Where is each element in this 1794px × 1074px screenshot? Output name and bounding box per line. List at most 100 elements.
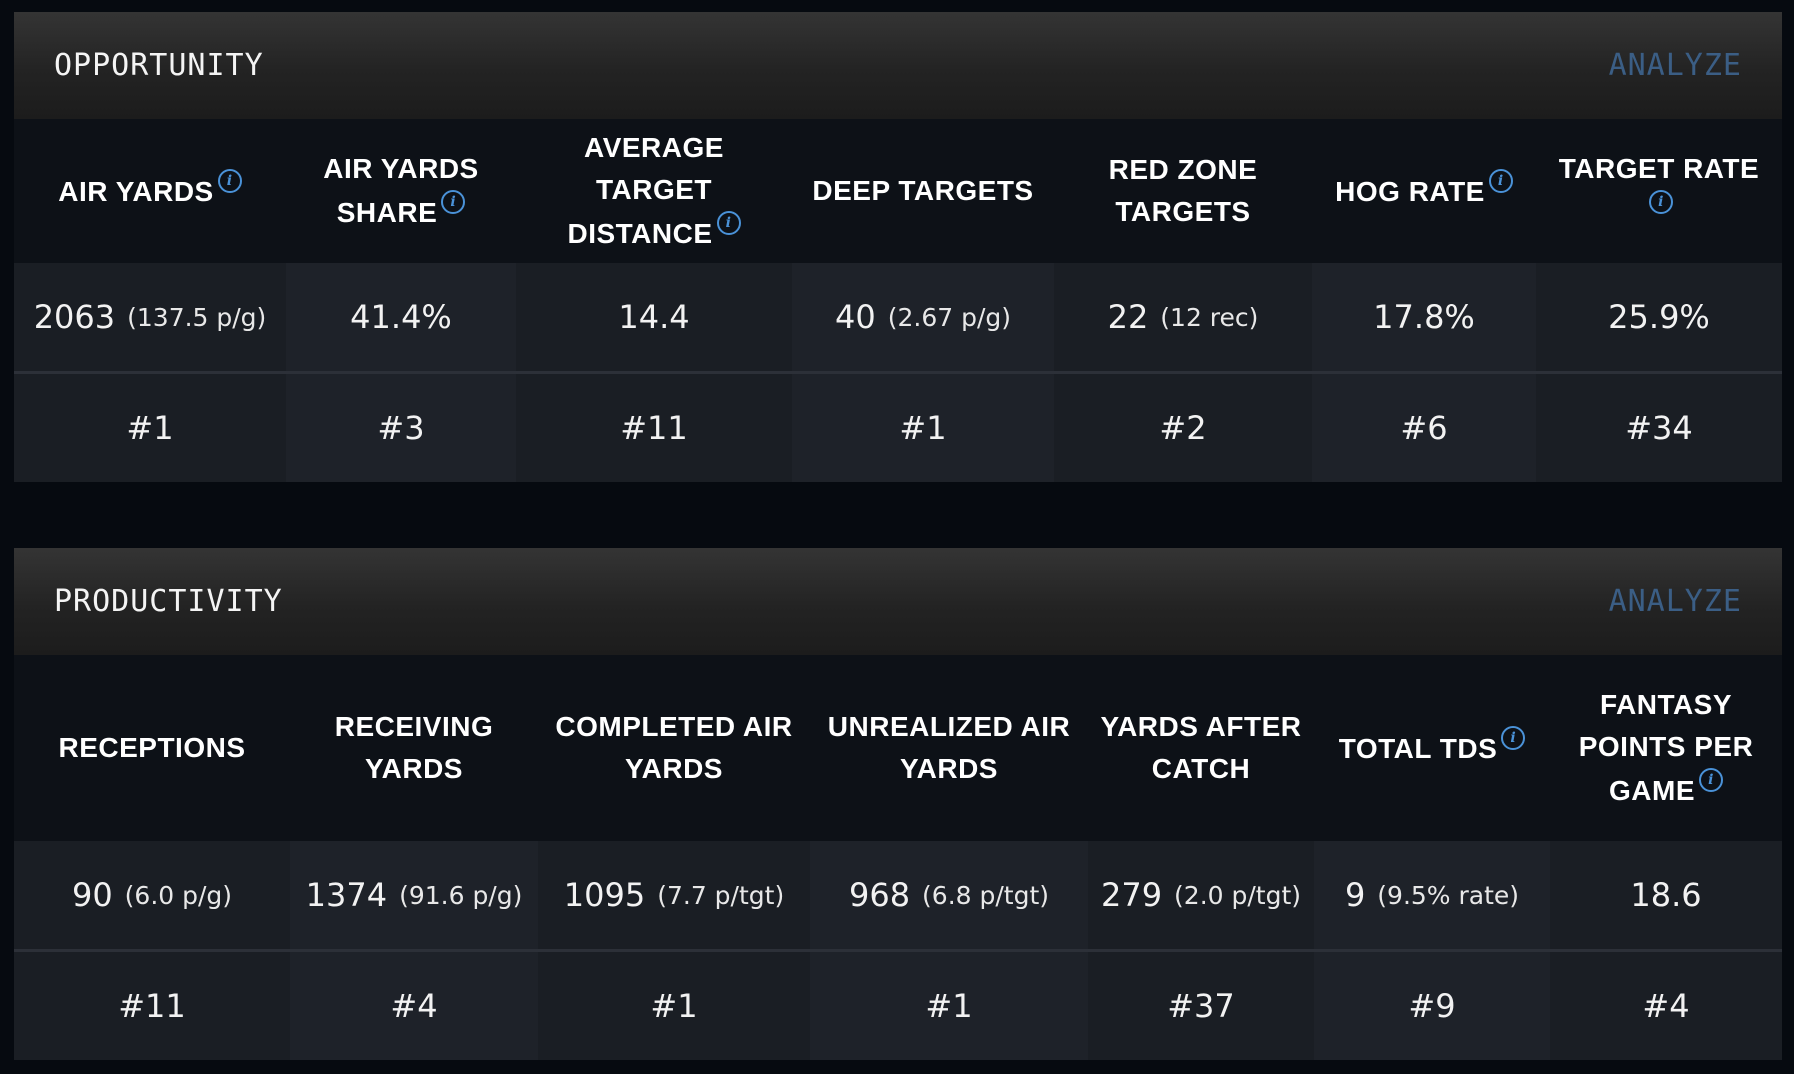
stat-subvalue: (6.8 p/tgt): [922, 880, 1050, 910]
stat-subvalue: (6.0 p/g): [124, 880, 233, 910]
stat-subvalue: (9.5% rate): [1377, 880, 1520, 910]
opportunity-analyze-link[interactable]: ANALYZE: [1608, 48, 1742, 83]
productivity-values-row: 90 (6.0 p/g) 1374 (91.6 p/g) 1095 (7.7 p/tgt)…: [14, 841, 1782, 949]
productivity-col-value: 9 (9.5% rate): [1314, 841, 1550, 949]
stat-value: 968: [848, 876, 911, 914]
column-label-text: HOG RATE: [1335, 176, 1485, 207]
info-icon[interactable]: i: [716, 211, 741, 235]
stat-subvalue: (137.5 p/g): [127, 302, 267, 332]
opportunity-col-label: AIR YARDS SHARE i: [286, 119, 516, 263]
stat-rank: #3: [377, 409, 425, 447]
productivity-panel: PRODUCTIVITY ANALYZE RECEPTIONS RECEIVING…: [14, 548, 1782, 1060]
info-icon[interactable]: i: [1501, 726, 1526, 750]
column-label-text: YARDS AFTER CATCH: [1100, 711, 1302, 784]
productivity-col-rank: #1: [538, 952, 810, 1060]
stat-rank: #1: [899, 409, 947, 447]
stat-rank: #34: [1625, 409, 1693, 447]
productivity-col-value: 90 (6.0 p/g): [14, 841, 290, 949]
opportunity-col-value: 41.4%: [286, 263, 516, 371]
opportunity-header: OPPORTUNITY ANALYZE: [14, 12, 1782, 119]
stat-subvalue: (2.67 p/g): [887, 302, 1011, 332]
stat-rank: #37: [1167, 987, 1235, 1025]
info-icon[interactable]: i: [441, 190, 466, 214]
productivity-col-label: TOTAL TDS i: [1314, 655, 1550, 841]
stat-value: 40: [835, 298, 876, 336]
productivity-col-value: 18.6: [1550, 841, 1782, 949]
stat-rank: #4: [1642, 987, 1690, 1025]
stat-rank: #1: [126, 409, 174, 447]
productivity-analyze-link[interactable]: ANALYZE: [1608, 584, 1742, 619]
productivity-col-label: RECEPTIONS: [14, 655, 290, 841]
productivity-title: PRODUCTIVITY: [54, 584, 283, 619]
column-label-text: RECEIVING YARDS: [334, 711, 494, 784]
stat-rank: #6: [1400, 409, 1448, 447]
column-label-text: AIR YARDS SHARE: [323, 153, 479, 228]
stat-value: 41.4%: [350, 298, 452, 336]
productivity-col-rank: #4: [1550, 952, 1782, 1060]
productivity-col-value: 1374 (91.6 p/g): [290, 841, 538, 949]
opportunity-title: OPPORTUNITY: [54, 48, 264, 83]
stat-subvalue: (91.6 p/g): [399, 880, 523, 910]
opportunity-col-label: AIR YARDS i: [14, 119, 286, 263]
stat-rank: #1: [650, 987, 698, 1025]
stat-rank: #4: [390, 987, 438, 1025]
stat-value: 279: [1100, 876, 1163, 914]
productivity-col-label: COMPLETED AIR YARDS: [538, 655, 810, 841]
column-label-text: FANTASY POINTS PER GAME: [1578, 689, 1754, 806]
opportunity-col-value: 2063 (137.5 p/g): [14, 263, 286, 371]
column-label-text: DEEP TARGETS: [812, 175, 1034, 206]
productivity-col-label: RECEIVING YARDS: [290, 655, 538, 841]
opportunity-col-value: 25.9%: [1536, 263, 1782, 371]
stat-value: 90: [71, 876, 113, 914]
stat-subvalue: (2.0 p/tgt): [1174, 880, 1302, 910]
productivity-labels-row: RECEPTIONS RECEIVING YARDS COMPLETED AIR Y…: [14, 655, 1782, 841]
column-label-text: RED ZONE TARGETS: [1108, 154, 1258, 227]
productivity-ranks-row: #11 #4 #1 #1 #37 #9 #4: [14, 949, 1782, 1060]
opportunity-col-label: RED ZONE TARGETS: [1054, 119, 1312, 263]
info-icon[interactable]: i: [1699, 768, 1723, 792]
opportunity-col-rank: #3: [286, 374, 516, 482]
stat-value: 25.9%: [1608, 298, 1710, 336]
column-label-text: UNREALIZED AIR YARDS: [827, 711, 1071, 784]
info-icon[interactable]: i: [1649, 190, 1673, 214]
column-label-text: RECEPTIONS: [58, 732, 246, 763]
info-icon[interactable]: i: [217, 169, 242, 193]
opportunity-col-rank: #6: [1312, 374, 1536, 482]
opportunity-col-value: 22 (12 rec): [1054, 263, 1312, 371]
stat-rank: #9: [1408, 987, 1456, 1025]
productivity-col-value: 968 (6.8 p/tgt): [810, 841, 1088, 949]
opportunity-col-rank: #34: [1536, 374, 1782, 482]
productivity-col-label: UNREALIZED AIR YARDS: [810, 655, 1088, 841]
stat-value: 1374: [305, 876, 388, 914]
stat-rank: #11: [118, 987, 186, 1025]
productivity-col-label: YARDS AFTER CATCH: [1088, 655, 1314, 841]
opportunity-col-value: 14.4: [516, 263, 792, 371]
opportunity-values-row: 2063 (137.5 p/g) 41.4% 14.4 40 (2.67 p/g) 22 (1…: [14, 263, 1782, 371]
stat-subvalue: (7.7 p/tgt): [657, 880, 785, 910]
opportunity-col-label: TARGET RATE i: [1536, 119, 1782, 263]
stat-rank: #1: [925, 987, 973, 1025]
opportunity-col-rank: #1: [14, 374, 286, 482]
opportunity-col-label: AVERAGE TARGET DISTANCE i: [516, 119, 792, 263]
opportunity-ranks-row: #1 #3 #11 #1 #2 #6 #34: [14, 371, 1782, 482]
opportunity-col-rank: #2: [1054, 374, 1312, 482]
productivity-header: PRODUCTIVITY ANALYZE: [14, 548, 1782, 655]
column-label-text: TOTAL TDS: [1338, 733, 1498, 764]
productivity-col-value: 1095 (7.7 p/tgt): [538, 841, 810, 949]
productivity-col-rank: #1: [810, 952, 1088, 1060]
info-icon[interactable]: i: [1488, 169, 1513, 193]
stat-rank: #11: [620, 409, 688, 447]
stat-value: 14.4: [618, 298, 690, 336]
stat-value: 22: [1107, 298, 1149, 336]
opportunity-labels-row: AIR YARDS i AIR YARDS SHARE i AVERAGE TARGET…: [14, 119, 1782, 263]
stat-value: 9: [1344, 876, 1366, 914]
column-label-text: AVERAGE TARGET DISTANCE: [567, 132, 724, 249]
opportunity-col-value: 40 (2.67 p/g): [792, 263, 1054, 371]
stat-value: 2063: [33, 298, 116, 336]
productivity-col-rank: #37: [1088, 952, 1314, 1060]
stat-value: 18.6: [1630, 876, 1702, 914]
stat-subvalue: (12 rec): [1160, 302, 1259, 332]
opportunity-col-rank: #11: [516, 374, 792, 482]
column-label-text: TARGET RATE: [1558, 153, 1760, 184]
opportunity-col-label: HOG RATE i: [1312, 119, 1536, 263]
